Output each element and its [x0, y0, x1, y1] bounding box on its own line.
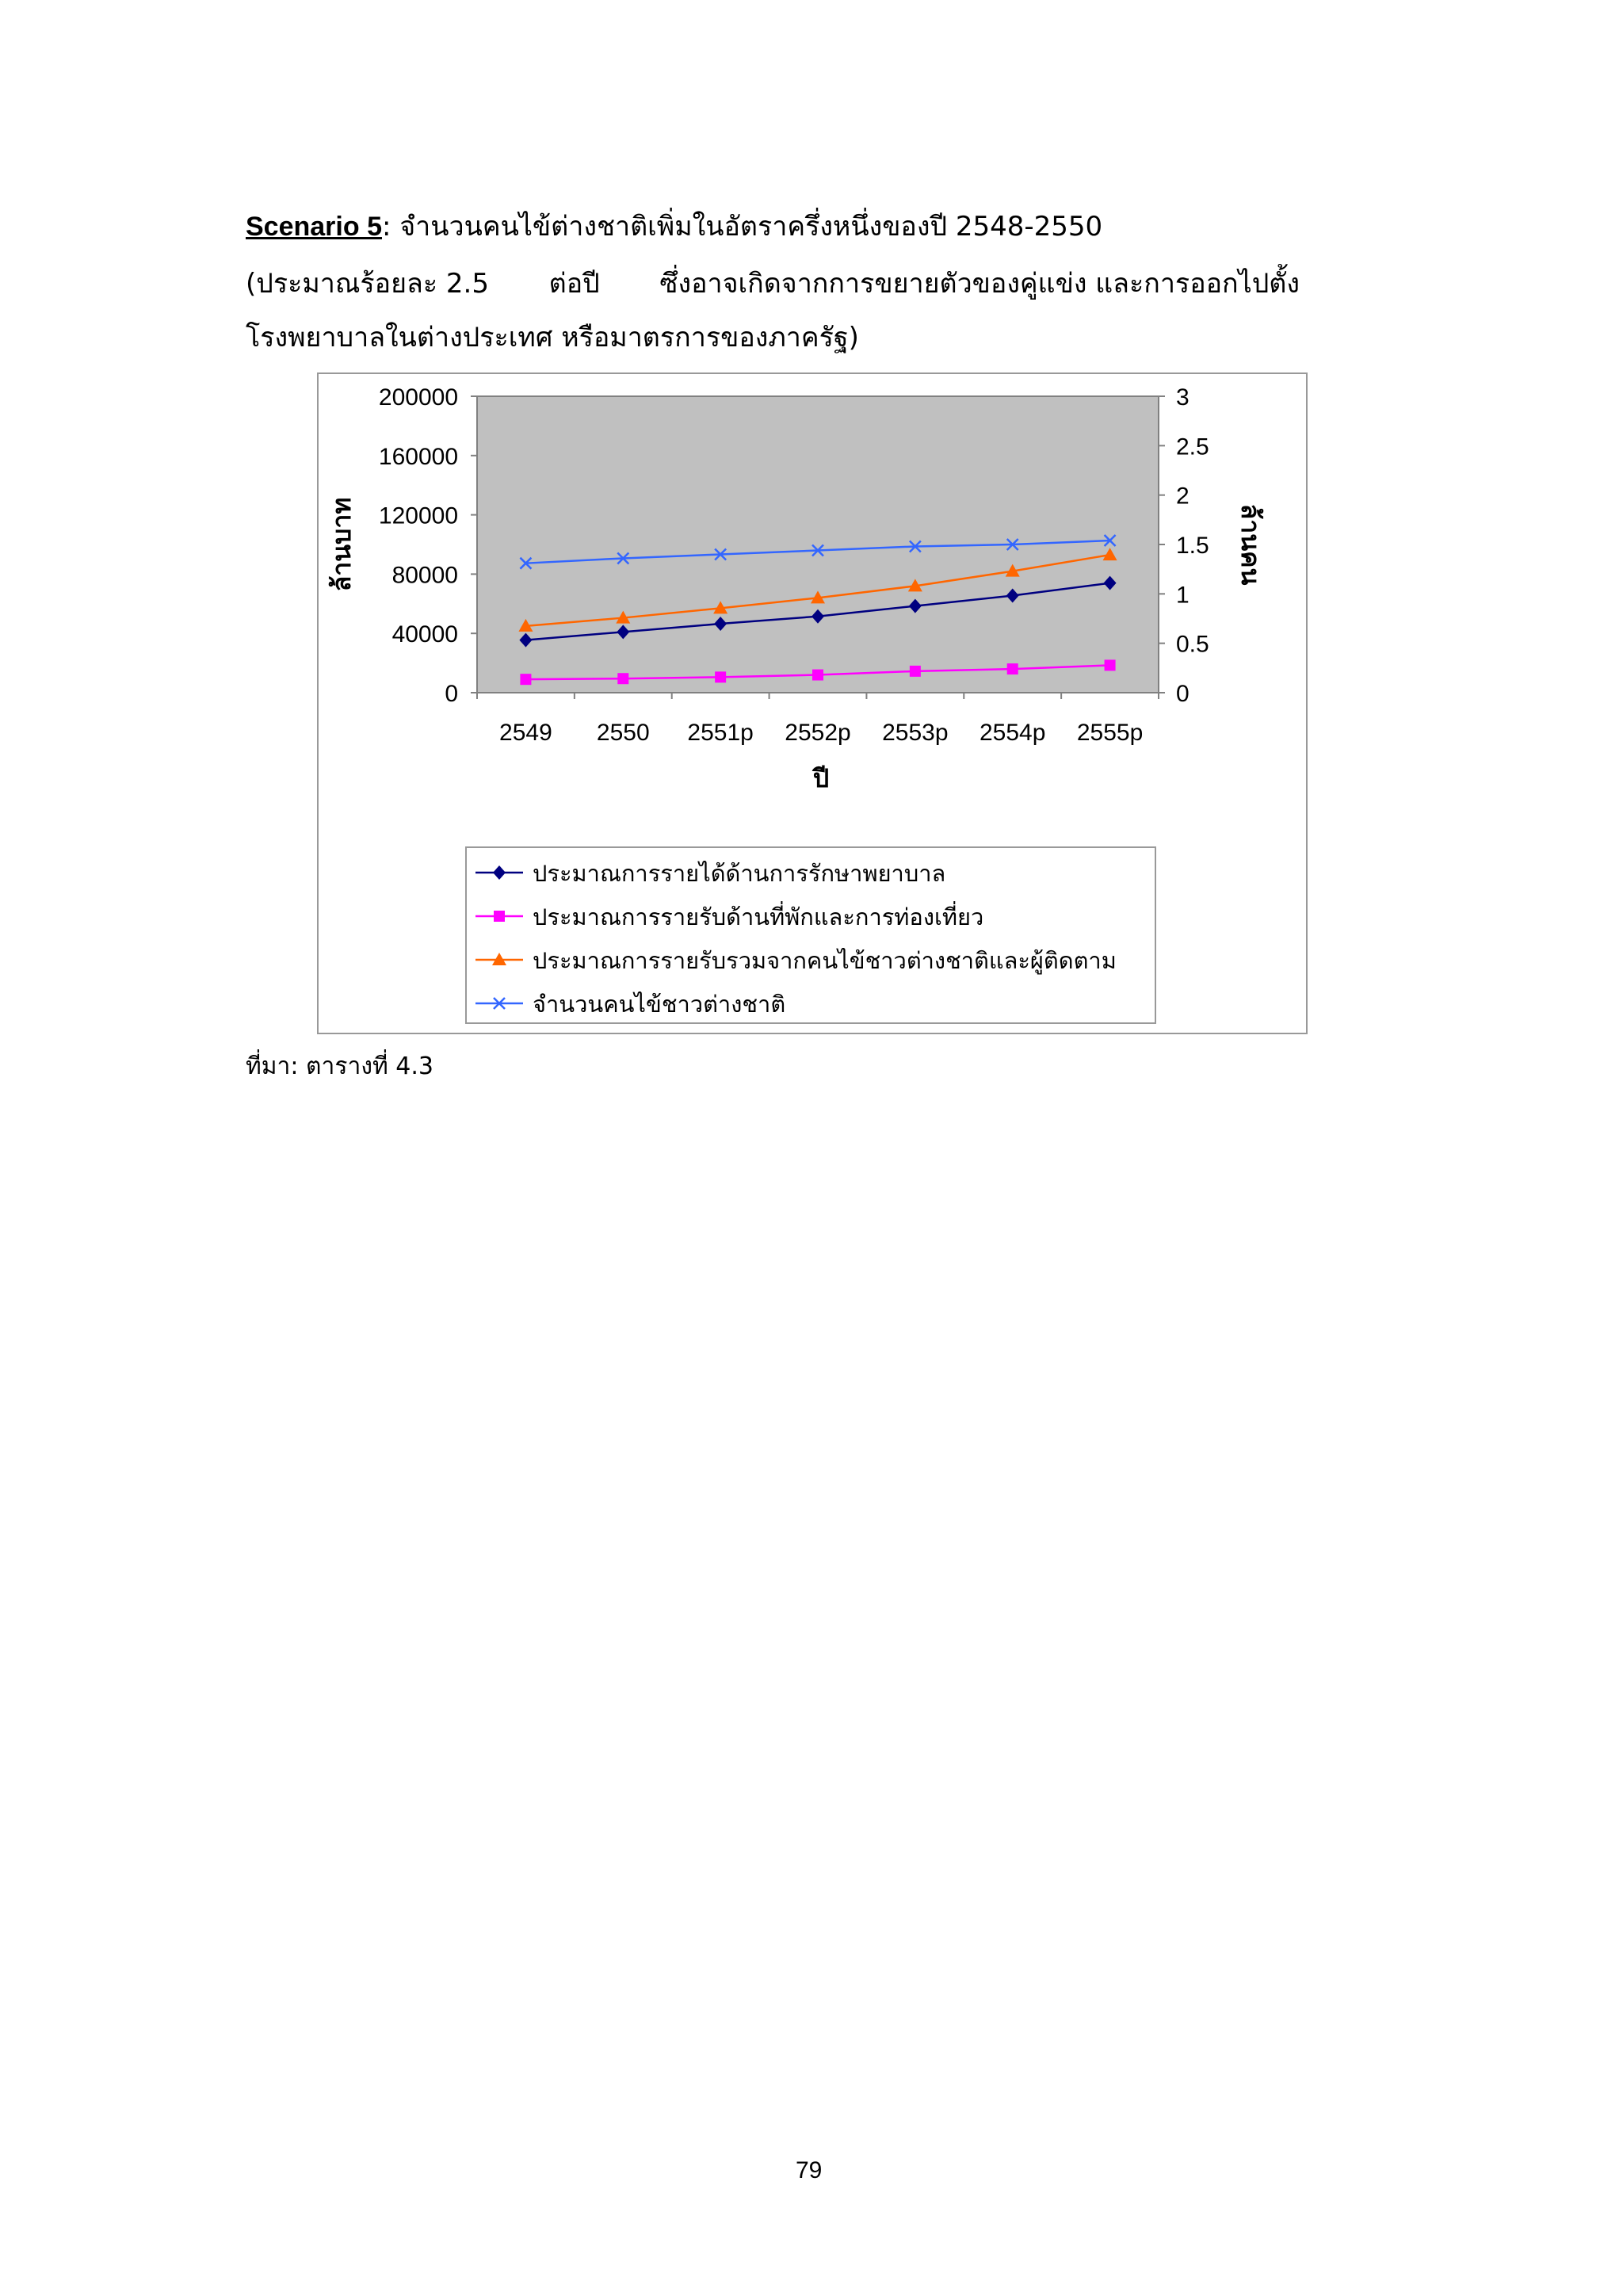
data-point-series-3	[518, 618, 533, 632]
x-tick-label: 2552p	[785, 720, 850, 746]
x-axis-title: ปี	[812, 763, 829, 793]
y-tick-label: 40000	[392, 621, 458, 648]
y2-tick-label: 1	[1176, 582, 1190, 608]
x-tick-label: 2555p	[1077, 720, 1143, 746]
chart-frame: 0 40000 80000 120000 160000 200000 0 0.5 1 1.5 2 2.…	[317, 372, 1308, 1034]
legend-marker-2	[494, 911, 505, 922]
data-point-series-4	[908, 540, 922, 553]
data-point-series-4	[519, 556, 533, 570]
data-point-series-4	[1006, 538, 1019, 551]
heading: Scenario 5: จำนวนคนไข้ต่างชาติเพิ่มในอัต…	[246, 204, 1102, 247]
data-point-series-1	[1103, 575, 1117, 590]
paragraph-line-1: (ประมาณร้อยละ 2.5 ต่อปี ซึ่งอาจเกิดจากกา…	[246, 268, 1300, 300]
data-point-series-3	[1005, 563, 1020, 577]
legend-label: จำนวนคนไข้ชาวต่างชาติ	[533, 991, 785, 1018]
data-point-series-4	[1103, 534, 1117, 547]
y2-tick-label: 2.5	[1176, 434, 1209, 460]
data-point-series-2	[812, 669, 823, 681]
source-note: ที่มา: ตารางที่ 4.3	[246, 1052, 433, 1080]
y-tick-label: 0	[445, 681, 458, 707]
data-point-series-3	[713, 601, 728, 614]
data-point-series-2	[1006, 663, 1018, 675]
data-point-series-2	[909, 665, 921, 677]
scenario-label: Scenario 5	[246, 212, 382, 242]
data-point-series-3	[811, 590, 825, 604]
data-point-series-3	[1102, 548, 1117, 561]
legend	[465, 846, 1156, 1024]
legend-marker-3	[492, 953, 506, 965]
legend-marker-1	[493, 865, 506, 880]
x-tick-label: 2554p	[980, 720, 1045, 746]
data-point-series-1	[908, 598, 922, 613]
data-point-series-1	[812, 609, 824, 624]
data-point-series-3	[907, 579, 922, 592]
y2-tick-label: 0	[1176, 681, 1190, 707]
y2-axis-title: ล้านคน	[1235, 504, 1266, 586]
line-chart: 0 40000 80000 120000 160000 200000 0 0.5 1 1.5 2 2.…	[327, 384, 1266, 1024]
x-tick-label: 2550	[597, 720, 650, 746]
paragraph-line-2: โรงพยาบาลในต่างประเทศ หรือมาตรการของภาคร…	[246, 322, 859, 353]
y2-tick-label: 3	[1176, 384, 1190, 411]
data-point-series-4	[714, 548, 727, 561]
plot-area	[476, 395, 1159, 693]
y-tick-label: 200000	[379, 384, 458, 411]
page-number: 79	[796, 2157, 823, 2183]
data-point-series-2	[617, 673, 629, 685]
heading-text: : จำนวนคนไข้ต่างชาติเพิ่มในอัตราครึ่งหนึ…	[381, 211, 1103, 243]
x-tick-label: 2551p	[687, 720, 753, 746]
x-tick-label: 2549	[499, 720, 552, 746]
data-point-series-3	[616, 610, 631, 624]
y2-tick-label: 1.5	[1176, 533, 1209, 559]
x-tick-label: 2553p	[882, 720, 948, 746]
data-point-series-2	[520, 674, 532, 686]
data-point-series-1	[714, 617, 727, 632]
y-tick-label: 80000	[392, 562, 458, 588]
y2-tick-label: 2	[1176, 483, 1190, 510]
data-point-series-1	[519, 632, 533, 648]
y-tick-label: 160000	[379, 444, 458, 470]
legend-marker-4	[493, 997, 506, 1010]
legend-label: ประมาณการรายรับรวมจากคนไข้ชาวต่างชาติและ…	[533, 947, 1117, 975]
y-tick-label: 120000	[379, 503, 458, 529]
data-point-series-2	[1104, 659, 1116, 671]
data-point-series-2	[715, 671, 727, 683]
legend-label: ประมาณการรายรับด้านที่พักและการท่องเที่ย…	[533, 901, 983, 930]
y2-tick-label: 0.5	[1176, 632, 1209, 658]
data-point-series-4	[812, 544, 824, 557]
data-point-series-1	[617, 625, 630, 640]
y-axis-title: ล้านบาท	[327, 498, 357, 592]
legend-label: ประมาณการรายได้ด้านการรักษาพยาบาล	[533, 860, 945, 887]
data-point-series-4	[617, 552, 630, 565]
data-point-series-1	[1006, 588, 1019, 603]
